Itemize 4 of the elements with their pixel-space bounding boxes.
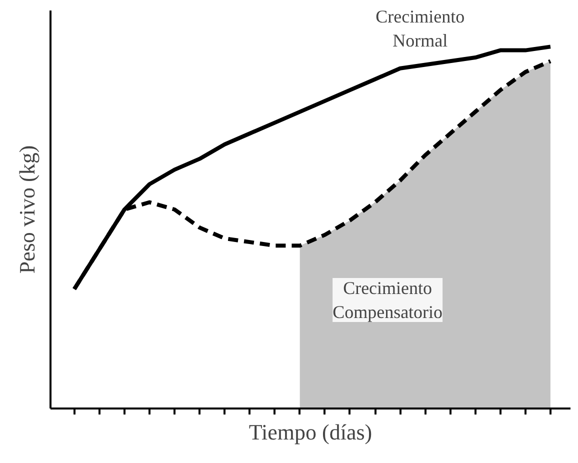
annotation: Crecimiento Compensatorio	[332, 278, 443, 322]
y-axis-title: Peso vivo (kg)	[14, 145, 40, 274]
annotation: Crecimiento Normal	[376, 6, 465, 51]
x-axis-title: Tiempo (días)	[248, 420, 372, 444]
